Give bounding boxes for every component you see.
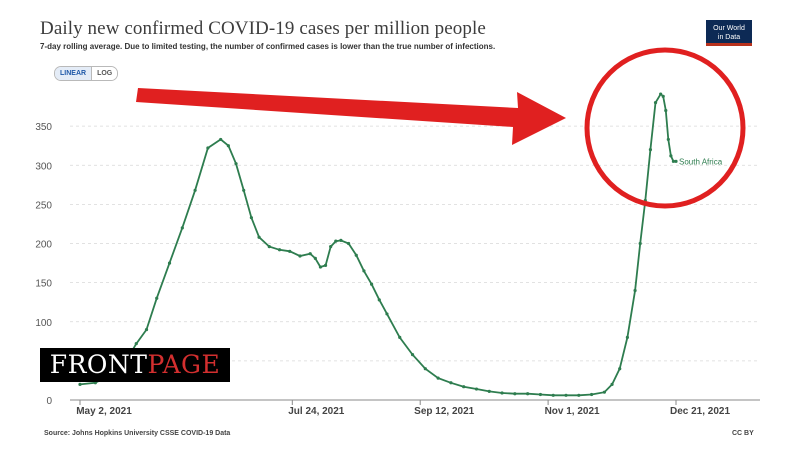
series-line-0 bbox=[79, 92, 676, 397]
watermark-part1: FRONT bbox=[49, 350, 148, 379]
y-tick-label-0: 0 bbox=[46, 396, 52, 407]
data-point-4 bbox=[134, 342, 138, 346]
data-point-34 bbox=[398, 335, 402, 339]
data-point-22 bbox=[313, 256, 317, 260]
data-point-11 bbox=[219, 137, 223, 142]
x-tick-label-3: Nov 1, 2021 bbox=[545, 406, 600, 417]
data-point-31 bbox=[370, 282, 374, 286]
data-point-50 bbox=[602, 390, 606, 394]
chart-subtitle: 7-day rolling average. Due to limited te… bbox=[40, 42, 496, 51]
data-point-21 bbox=[308, 252, 312, 256]
data-point-10 bbox=[206, 146, 210, 150]
series-layer: South Africa bbox=[78, 92, 723, 397]
data-point-44 bbox=[526, 392, 530, 396]
data-point-14 bbox=[242, 188, 246, 192]
highlight-circle bbox=[584, 47, 746, 209]
data-point-64 bbox=[671, 159, 676, 163]
data-point-57 bbox=[648, 148, 653, 152]
data-point-58 bbox=[653, 101, 658, 105]
y-tick-label-150: 150 bbox=[35, 279, 52, 290]
x-axis-ticks: May 2, 2021 Jul 24, 2021 Sep 12, 2021 Nov 1… bbox=[76, 400, 730, 417]
data-point-45 bbox=[538, 392, 543, 397]
data-point-51 bbox=[610, 382, 614, 386]
data-point-23 bbox=[318, 265, 323, 269]
data-point-38 bbox=[449, 381, 453, 385]
red-arrow bbox=[136, 88, 566, 145]
data-point-27 bbox=[339, 238, 343, 242]
data-point-59 bbox=[659, 92, 663, 96]
logo-line2: in Data bbox=[717, 34, 741, 41]
data-point-20 bbox=[298, 254, 302, 258]
data-point-40 bbox=[474, 387, 479, 391]
data-point-47 bbox=[564, 393, 568, 397]
data-point-9 bbox=[193, 188, 197, 192]
data-point-8 bbox=[180, 226, 184, 230]
data-point-7 bbox=[167, 261, 172, 265]
data-point-46 bbox=[551, 393, 555, 397]
data-point-0 bbox=[78, 382, 82, 386]
data-point-26 bbox=[334, 239, 338, 243]
data-point-24 bbox=[323, 263, 328, 268]
owid-logo[interactable]: Our World in Data bbox=[706, 20, 752, 46]
data-point-16 bbox=[257, 235, 261, 239]
y-tick-label-300: 300 bbox=[35, 161, 52, 172]
data-point-62 bbox=[666, 137, 670, 142]
scale-toggle: LINEAR LOG bbox=[54, 66, 119, 81]
source-note: Source: Johns Hopkins University CSSE CO… bbox=[44, 430, 231, 437]
data-point-33 bbox=[385, 312, 389, 316]
data-point-41 bbox=[487, 389, 491, 393]
log-scale-button[interactable]: LOG bbox=[92, 67, 118, 80]
data-point-28 bbox=[346, 241, 351, 246]
linear-scale-button[interactable]: LINEAR bbox=[55, 67, 93, 80]
chart-title: Daily new confirmed COVID-19 cases per m… bbox=[40, 18, 486, 39]
annotation-overlay bbox=[136, 47, 746, 209]
license-label: CC BY bbox=[732, 430, 754, 437]
data-point-25 bbox=[329, 245, 333, 249]
data-point-35 bbox=[410, 353, 415, 357]
data-point-15 bbox=[249, 216, 253, 220]
data-point-29 bbox=[354, 253, 358, 257]
data-point-36 bbox=[423, 367, 427, 371]
data-point-63 bbox=[669, 154, 673, 158]
frontpage-watermark: FRONTPAGE bbox=[40, 348, 230, 382]
data-point-39 bbox=[462, 385, 466, 389]
data-point-32 bbox=[377, 298, 381, 302]
logo-line1: Our World bbox=[713, 25, 745, 32]
data-point-52 bbox=[618, 367, 622, 371]
data-point-61 bbox=[664, 108, 668, 113]
data-point-18 bbox=[277, 248, 282, 252]
y-tick-label-100: 100 bbox=[35, 318, 52, 329]
series-label-0: South Africa bbox=[679, 157, 723, 166]
data-point-43 bbox=[513, 392, 517, 396]
x-tick-label-2: Sep 12, 2021 bbox=[414, 406, 474, 417]
data-point-42 bbox=[500, 391, 504, 395]
data-point-48 bbox=[577, 393, 581, 397]
data-point-53 bbox=[625, 335, 629, 339]
data-point-6 bbox=[155, 296, 159, 300]
data-point-30 bbox=[362, 269, 366, 273]
data-point-49 bbox=[589, 392, 594, 397]
data-point-55 bbox=[638, 241, 642, 246]
data-point-13 bbox=[234, 162, 238, 166]
data-point-19 bbox=[288, 249, 292, 253]
y-tick-label-250: 250 bbox=[35, 200, 52, 211]
watermark-part2: PAGE bbox=[147, 350, 221, 379]
data-point-65 bbox=[674, 159, 678, 163]
data-point-54 bbox=[633, 288, 637, 293]
data-point-37 bbox=[436, 376, 440, 380]
y-tick-label-350: 350 bbox=[35, 122, 52, 133]
data-point-60 bbox=[661, 94, 665, 98]
x-tick-label-4: Dec 21, 2021 bbox=[670, 406, 730, 417]
y-tick-label-200: 200 bbox=[35, 240, 52, 251]
x-tick-label-1: Jul 24, 2021 bbox=[288, 406, 345, 417]
data-point-12 bbox=[226, 144, 230, 148]
data-point-5 bbox=[144, 327, 149, 332]
data-point-17 bbox=[267, 245, 271, 249]
x-tick-label-0: May 2, 2021 bbox=[76, 406, 132, 417]
